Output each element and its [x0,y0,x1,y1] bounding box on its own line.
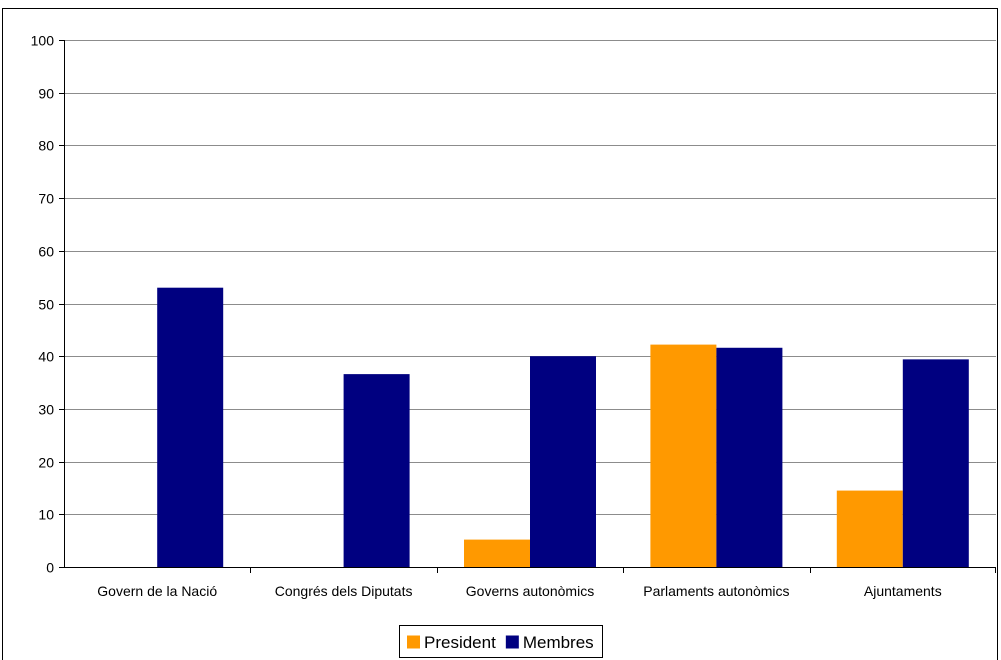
bar-membres [902,359,969,567]
bar-president [650,344,717,567]
x-axis-categories: Govern de la Nació Congrés dels Diputats G… [97,567,996,599]
x-category-label: Govern de la Nació [97,583,217,599]
legend-label-membres: Membres [523,633,594,652]
legend-label-president: President [424,633,496,652]
x-category-label: Ajuntaments [864,583,942,599]
y-tick-label: 100 [31,33,55,49]
bar-membres [530,356,596,567]
bar-membres [343,374,410,567]
y-tick-label: 10 [38,507,54,523]
x-category-label: Congrés dels Diputats [275,583,413,599]
bars [157,287,969,567]
axes [64,40,996,568]
y-tick-label: 0 [46,560,54,576]
x-category-label: Governs autonòmics [466,583,594,599]
bar-president [836,490,903,567]
y-tick-label: 60 [38,244,54,260]
legend: President Membres [399,625,603,658]
legend-box [399,625,603,658]
y-tick-label: 40 [38,349,54,365]
y-tick-label: 50 [38,297,54,313]
y-tick-label: 90 [38,86,54,102]
bar-membres [716,347,783,567]
y-axis-ticks: 0 10 20 30 40 50 60 70 80 90 100 [31,33,64,576]
y-tick-label: 70 [38,191,54,207]
bar-membres [157,287,224,567]
legend-swatch-membres [505,635,519,649]
y-tick-label: 20 [38,455,54,471]
x-category-label: Parlaments autonòmics [643,583,789,599]
legend-swatch-president [407,635,420,649]
bar-president [464,539,530,567]
y-tick-label: 30 [38,402,54,418]
y-tick-label: 80 [38,138,54,154]
